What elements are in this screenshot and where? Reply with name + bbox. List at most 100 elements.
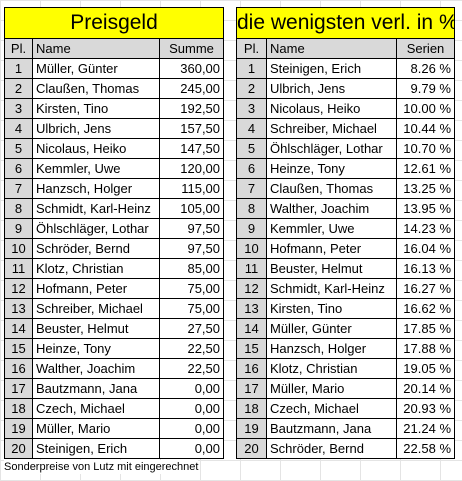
table-row: 13 Schreiber, Michael 75,00 bbox=[4, 298, 225, 319]
name-cell: Nicolaus, Heiko bbox=[266, 98, 397, 119]
table-row: 16 Klotz, Christian 19.05 % bbox=[236, 358, 455, 379]
footnote: Sonderpreise von Lutz mit eingerechnet bbox=[4, 460, 199, 474]
value-cell: 17.85 % bbox=[396, 318, 455, 339]
table-row: 19 Müller, Mario 0,00 bbox=[4, 418, 225, 439]
fewest-losses-rows: 1 Steinigen, Erich 8.26 % 2 Ulbrich, Jens 9.7… bbox=[236, 58, 455, 459]
table-row: 17 Müller, Mario 20.14 % bbox=[236, 378, 455, 399]
rank-cell: 15 bbox=[236, 338, 267, 359]
name-cell: Müller, Mario bbox=[32, 418, 160, 439]
name-header: Name bbox=[32, 38, 160, 59]
table-row: 15 Heinze, Tony 22,50 bbox=[4, 338, 225, 359]
table-row: 15 Hanzsch, Holger 17.88 % bbox=[236, 338, 455, 359]
rank-cell: 11 bbox=[236, 258, 267, 279]
value-cell: 75,00 bbox=[158, 278, 225, 299]
rank-cell: 10 bbox=[236, 238, 267, 259]
table-row: 19 Bautzmann, Jana 21.24 % bbox=[236, 418, 455, 439]
name-cell: Hanzsch, Holger bbox=[32, 178, 160, 199]
table-row: 6 Kemmler, Uwe 120,00 bbox=[4, 158, 225, 179]
table-row: 1 Steinigen, Erich 8.26 % bbox=[236, 58, 455, 79]
rank-cell: 8 bbox=[236, 198, 267, 219]
table-row: 11 Beuster, Helmut 16.13 % bbox=[236, 258, 455, 279]
value-cell: 97,50 bbox=[158, 238, 225, 259]
rank-cell: 7 bbox=[4, 178, 33, 199]
value-cell: 20.14 % bbox=[396, 378, 455, 399]
name-cell: Nicolaus, Heiko bbox=[32, 138, 160, 159]
rank-cell: 16 bbox=[236, 358, 267, 379]
value-cell: 10.00 % bbox=[396, 98, 455, 119]
value-cell: 17.88 % bbox=[396, 338, 455, 359]
value-cell: 115,00 bbox=[158, 178, 225, 199]
rank-cell: 16 bbox=[4, 358, 33, 379]
rank-cell: 19 bbox=[4, 418, 33, 439]
name-cell: Schröder, Bernd bbox=[32, 238, 160, 259]
rank-cell: 20 bbox=[4, 438, 33, 459]
name-cell: Bautzmann, Jana bbox=[266, 418, 397, 439]
table-row: 5 Nicolaus, Heiko 147,50 bbox=[4, 138, 225, 159]
name-cell: Bautzmann, Jana bbox=[32, 378, 160, 399]
rank-cell: 9 bbox=[4, 218, 33, 239]
table-row: 10 Hofmann, Peter 16.04 % bbox=[236, 238, 455, 259]
name-cell: Klotz, Christian bbox=[32, 258, 160, 279]
name-cell: Hofmann, Peter bbox=[266, 238, 397, 259]
value-cell: 120,00 bbox=[158, 158, 225, 179]
rank-cell: 4 bbox=[236, 118, 267, 139]
rank-cell: 2 bbox=[236, 78, 267, 99]
rank-cell: 5 bbox=[4, 138, 33, 159]
table-row: 7 Claußen, Thomas 13.25 % bbox=[236, 178, 455, 199]
value-cell: 0,00 bbox=[158, 418, 225, 439]
table-row: 9 Kemmler, Uwe 14.23 % bbox=[236, 218, 455, 239]
table-row: 9 Öhlschläger, Lothar 97,50 bbox=[4, 218, 225, 239]
value-cell: 10.44 % bbox=[396, 118, 455, 139]
value-cell: 16.27 % bbox=[396, 278, 455, 299]
table-row: 12 Schmidt, Karl-Heinz 16.27 % bbox=[236, 278, 455, 299]
name-cell: Beuster, Helmut bbox=[266, 258, 397, 279]
value-cell: 12.61 % bbox=[396, 158, 455, 179]
value-cell: 105,00 bbox=[158, 198, 225, 219]
rank-cell: 12 bbox=[4, 278, 33, 299]
name-cell: Schreiber, Michael bbox=[32, 298, 160, 319]
sum-header: Summe bbox=[158, 38, 225, 59]
name-cell: Czech, Michael bbox=[266, 398, 397, 419]
rank-cell: 13 bbox=[4, 298, 33, 319]
rank-cell: 15 bbox=[4, 338, 33, 359]
table-row: 3 Kirsten, Tino 192,50 bbox=[4, 98, 225, 119]
rank-header: Pl. bbox=[4, 38, 33, 59]
value-cell: 85,00 bbox=[158, 258, 225, 279]
value-cell: 21.24 % bbox=[396, 418, 455, 439]
rank-cell: 20 bbox=[236, 438, 267, 459]
rank-cell: 17 bbox=[236, 378, 267, 399]
rank-cell: 10 bbox=[4, 238, 33, 259]
prize-money-table: Preisgeld Pl. Name Summe 1 Müller, Günter… bbox=[3, 7, 225, 459]
name-cell: Walther, Joachim bbox=[32, 358, 160, 379]
table-row: 2 Claußen, Thomas 245,00 bbox=[4, 78, 225, 99]
name-cell: Müller, Mario bbox=[266, 378, 397, 399]
value-cell: 192,50 bbox=[158, 98, 225, 119]
value-cell: 9.79 % bbox=[396, 78, 455, 99]
name-header: Name bbox=[266, 38, 397, 59]
rank-cell: 12 bbox=[236, 278, 267, 299]
value-cell: 14.23 % bbox=[396, 218, 455, 239]
name-cell: Müller, Günter bbox=[266, 318, 397, 339]
rank-cell: 3 bbox=[236, 98, 267, 119]
name-cell: Öhlschläger, Lothar bbox=[32, 218, 160, 239]
value-cell: 16.62 % bbox=[396, 298, 455, 319]
table-row: 17 Bautzmann, Jana 0,00 bbox=[4, 378, 225, 399]
name-cell: Walther, Joachim bbox=[266, 198, 397, 219]
name-cell: Schröder, Bernd bbox=[266, 438, 397, 459]
prize-money-title: Preisgeld bbox=[3, 7, 225, 39]
name-cell: Kirsten, Tino bbox=[266, 298, 397, 319]
name-cell: Kemmler, Uwe bbox=[266, 218, 397, 239]
value-cell: 22.58 % bbox=[396, 438, 455, 459]
value-cell: 245,00 bbox=[158, 78, 225, 99]
rank-cell: 2 bbox=[4, 78, 33, 99]
value-cell: 0,00 bbox=[158, 438, 225, 459]
table-row: 6 Heinze, Tony 12.61 % bbox=[236, 158, 455, 179]
value-cell: 0,00 bbox=[158, 398, 225, 419]
value-cell: 75,00 bbox=[158, 298, 225, 319]
value-cell: 16.13 % bbox=[396, 258, 455, 279]
name-cell: Kemmler, Uwe bbox=[32, 158, 160, 179]
name-cell: Steinigen, Erich bbox=[32, 438, 160, 459]
rank-cell: 1 bbox=[236, 58, 267, 79]
rank-cell: 7 bbox=[236, 178, 267, 199]
name-cell: Schreiber, Michael bbox=[266, 118, 397, 139]
